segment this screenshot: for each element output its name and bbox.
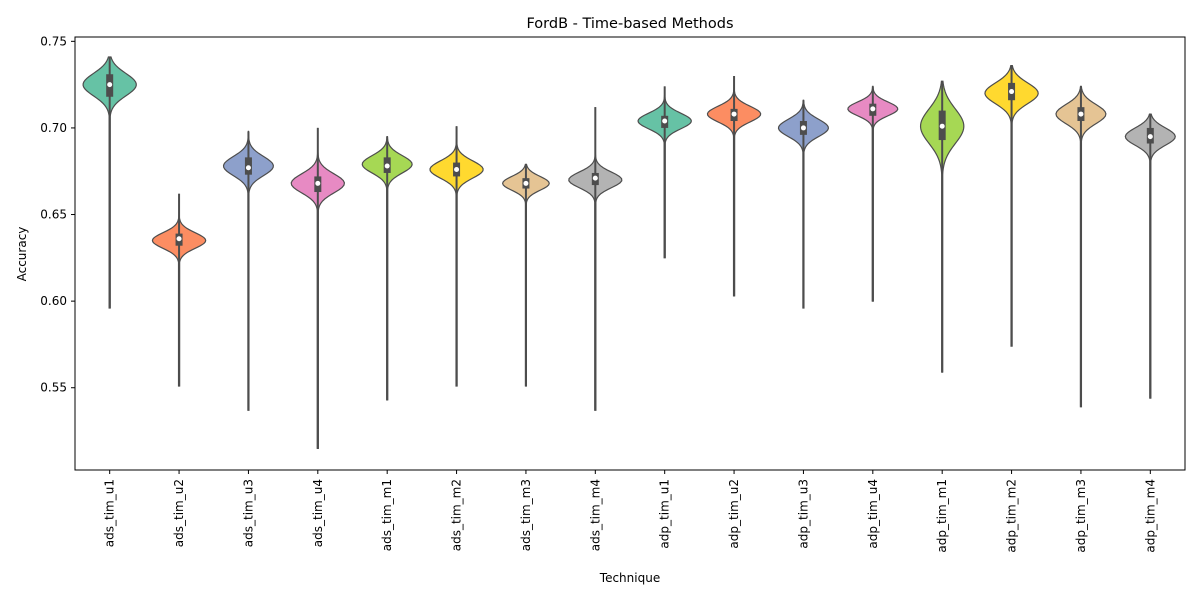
- x-tick-label: ads_tim_m2: [450, 479, 464, 551]
- x-tick-label: adp_tim_m2: [1005, 479, 1019, 553]
- violin-median: [800, 125, 806, 131]
- y-tick-label: 0.55: [40, 381, 67, 395]
- y-tick-label: 0.70: [40, 121, 67, 135]
- x-tick-label: adp_tim_u1: [658, 479, 672, 549]
- x-tick-label: adp_tim_u3: [796, 479, 810, 549]
- x-tick-label: ads_tim_u1: [103, 479, 117, 547]
- violin-median: [176, 236, 182, 242]
- violin-median: [245, 165, 251, 171]
- y-tick-label: 0.75: [40, 34, 67, 48]
- y-tick-label: 0.60: [40, 294, 67, 308]
- violins-group: [82, 56, 1176, 449]
- violin-median: [107, 82, 113, 88]
- violin-median: [454, 166, 460, 172]
- x-tick-label: ads_tim_u4: [311, 479, 325, 547]
- plot-frame: [74, 36, 1186, 471]
- y-tick-label: 0.65: [40, 208, 67, 222]
- violin-median: [592, 175, 598, 181]
- x-tick-label: adp_tim_m3: [1074, 479, 1088, 553]
- violin-median: [1078, 111, 1084, 117]
- x-axis: ads_tim_u1 ads_tim_u2 ads_tim_u3 ads_tim_u4…: [103, 470, 1157, 553]
- violin-median: [939, 123, 945, 129]
- x-tick-label: ads_tim_m3: [519, 479, 533, 551]
- violin-median: [315, 180, 321, 186]
- x-tick-label: ads_tim_u2: [172, 479, 186, 547]
- violin-median: [523, 180, 529, 186]
- x-tick-label: ads_tim_u3: [241, 479, 255, 547]
- chart-title: FordB - Time-based Methods: [526, 16, 733, 32]
- x-tick-label: adp_tim_m4: [1143, 479, 1157, 553]
- violin-median: [731, 111, 737, 117]
- x-tick-label: ads_tim_m4: [588, 479, 602, 551]
- violin-median: [870, 106, 876, 112]
- x-tick-label: adp_tim_u4: [866, 479, 880, 549]
- violin-median: [1147, 134, 1153, 140]
- x-tick-label: ads_tim_m1: [380, 479, 394, 551]
- x-tick-label: adp_tim_u2: [727, 479, 741, 549]
- y-axis-title: Accuracy: [15, 227, 29, 282]
- violin-median: [1009, 89, 1015, 95]
- x-tick-label: adp_tim_m1: [935, 479, 949, 553]
- y-axis: 0.55 0.60 0.65 0.70 0.75: [40, 34, 75, 395]
- x-axis-title: Technique: [599, 571, 660, 585]
- violin-median: [662, 118, 668, 124]
- violin-median: [384, 163, 390, 169]
